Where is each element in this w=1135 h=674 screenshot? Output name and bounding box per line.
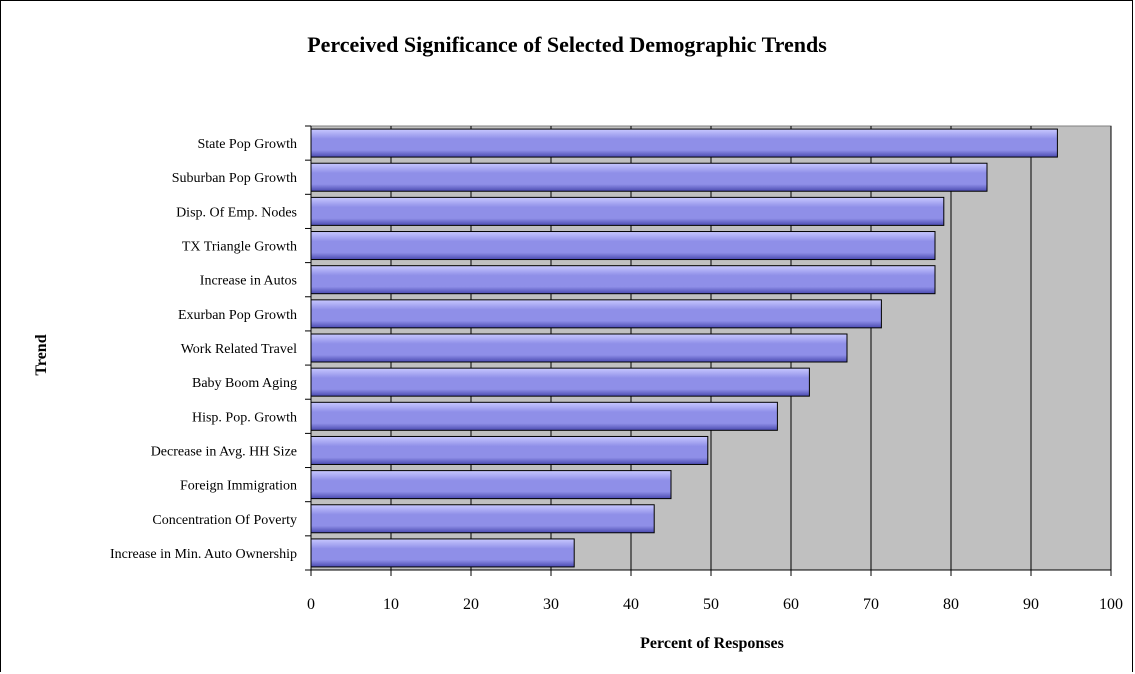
category-label: Increase in Autos xyxy=(200,274,297,289)
category-label: Baby Boom Aging xyxy=(192,376,297,391)
category-label: State Pop Growth xyxy=(197,137,297,152)
category-label: Foreign Immigration xyxy=(180,479,297,494)
x-tick-label: 10 xyxy=(383,596,399,613)
category-label: Increase in Min. Auto Ownership xyxy=(110,547,297,562)
bar xyxy=(310,128,1058,158)
category-label: Suburban Pop Growth xyxy=(172,171,297,186)
category-label: Hisp. Pop. Growth xyxy=(192,410,297,425)
bar xyxy=(310,231,936,261)
x-tick-labels: 0 10 20 30 40 50 60 70 80 90 100 xyxy=(307,596,1123,613)
x-tick-label: 90 xyxy=(1023,596,1039,613)
chart-title: Perceived Significance of Selected Demog… xyxy=(307,32,827,57)
x-tick-label: 100 xyxy=(1099,596,1123,613)
bar xyxy=(310,299,882,329)
bar xyxy=(310,333,848,363)
x-tick-label: 20 xyxy=(463,596,479,613)
category-label: Concentration Of Poverty xyxy=(152,513,297,528)
x-tick-label: 50 xyxy=(703,596,719,613)
axes xyxy=(305,125,1112,576)
y-axis-title: Trend xyxy=(33,334,50,375)
category-label: Disp. Of Emp. Nodes xyxy=(176,205,297,220)
x-tick-label: 70 xyxy=(863,596,879,613)
x-tick-label: 0 xyxy=(307,596,315,613)
x-axis-title: Percent of Responses xyxy=(640,635,784,652)
bar xyxy=(310,435,709,465)
bar xyxy=(310,162,988,192)
category-label: Exurban Pop Growth xyxy=(178,308,297,323)
x-tick-label: 60 xyxy=(783,596,799,613)
bar xyxy=(310,196,945,226)
bar xyxy=(310,538,575,568)
category-labels: State Pop Growth Suburban Pop Growth Disp.… xyxy=(110,137,297,562)
bar xyxy=(310,401,778,431)
x-tick-label: 30 xyxy=(543,596,559,613)
category-label: TX Triangle Growth xyxy=(182,240,297,255)
bar xyxy=(310,265,936,295)
category-label: Decrease in Avg. HH Size xyxy=(151,444,297,459)
bar xyxy=(310,470,672,500)
bar xyxy=(310,504,655,534)
bar xyxy=(310,367,810,397)
x-tick-label: 80 xyxy=(943,596,959,613)
x-tick-label: 40 xyxy=(623,596,639,613)
category-label: Work Related Travel xyxy=(181,342,297,357)
